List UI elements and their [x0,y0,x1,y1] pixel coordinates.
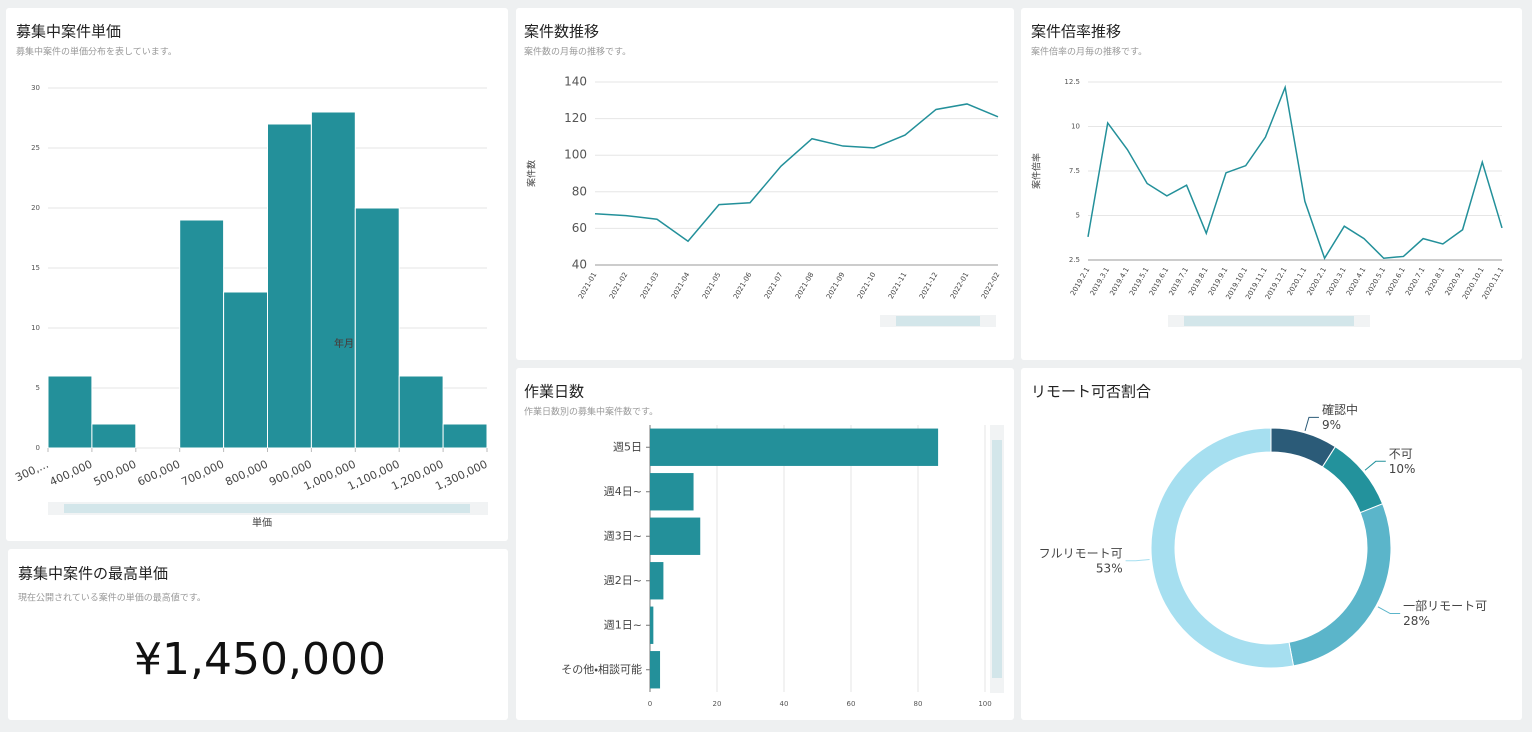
y-tick-label: 5 [1076,212,1080,220]
slice-label: 確認中 [1322,402,1358,417]
bar [650,428,939,466]
y-tick-label: 週1日~ [604,618,642,631]
scroll-handle[interactable] [992,440,1002,678]
y-tick-label: 2.5 [1069,256,1080,264]
bar [310,111,356,449]
panel [1021,368,1522,720]
y-tick-label: 30 [31,84,40,92]
y-tick-label: 週5日 [613,440,642,453]
y-tick-label: 20 [31,204,40,212]
x-axis-label: 単価 [252,516,272,529]
chart-title: 案件数推移 [524,23,599,41]
chart-subtitle: 案件数の月毎の推移です。 [524,46,631,58]
y-tick-label: 40 [572,258,587,272]
chart-subtitle: 募集中案件の単価分布を表しています。 [16,46,177,58]
x-tick-label: 60 [847,700,856,708]
kpi-subtitle: 現在公開されている案件の単価の最高値です。 [18,592,206,604]
y-tick-label: 7.5 [1069,167,1080,175]
x-axis-label: 年月 [334,337,354,350]
x-tick-label: 100 [978,700,991,708]
leader-line [1364,460,1386,471]
y-tick-label: 60 [572,221,587,235]
line [1087,84,1503,260]
bar [47,375,93,449]
zoom-handle[interactable] [64,504,470,513]
x-axis-label: 年月 [334,337,354,350]
y-tick-label: 15 [31,264,40,272]
y-tick-label: 12.5 [1064,78,1080,86]
bar [650,473,694,511]
slice-label: フルリモート可 [1039,546,1123,560]
x-tick-label: 80 [914,700,923,708]
x-tick-label: 20 [713,700,722,708]
zoom-handle[interactable] [896,316,980,326]
y-tick-label: その他・相談可能 [561,662,642,676]
chart-title: 募集中案件単価 [16,23,121,41]
donut-slice [1150,427,1295,669]
leader-line [1304,416,1319,431]
chart-title: リモート可否割合 [1031,383,1151,401]
slice-value: 28% [1403,614,1430,628]
kpi-title: 募集中案件の最高単価 [18,565,168,583]
leader-line [1125,558,1150,562]
slice-value: 10% [1389,462,1416,476]
bar [179,219,225,449]
bar [442,423,488,449]
slice-value: 53% [1096,561,1123,575]
bar [91,423,137,449]
y-tick-label: 80 [572,184,587,198]
bar [267,123,312,449]
zoom-handle[interactable] [1184,316,1354,326]
bar [223,291,269,449]
y-tick-label: 140 [564,75,587,89]
bar [650,606,654,644]
y-tick-label: 5 [36,384,40,392]
bar [354,207,400,449]
y-axis-label: 案件数 [526,160,538,187]
chart-title: 案件倍率推移 [1031,23,1121,41]
y-tick-label: 10 [31,324,40,332]
bar [398,375,444,449]
bar [650,517,701,555]
y-tick-label: 100 [564,148,587,162]
kpi-value: ¥1,450,000 [134,634,386,685]
y-tick-label: 120 [564,111,587,125]
chart-subtitle: 案件倍率の月毎の推移です。 [1031,46,1147,58]
y-tick-label: 0 [36,444,40,452]
panel [8,549,508,720]
y-tick-label: 週3日~ [604,529,642,542]
y-tick-label: 週4日~ [604,485,642,498]
y-axis-label: 案件倍率 [1031,153,1043,189]
slice-label: 不可 [1389,447,1413,461]
x-tick-label: 40 [780,700,789,708]
y-tick-label: 25 [31,144,40,152]
chart-subtitle: 作業日数別の募集中案件数です。 [524,406,658,418]
slice-label: 一部リモート可 [1403,599,1487,613]
x-tick-label: 0 [648,700,652,708]
line [594,103,999,243]
leader-line [1377,606,1401,615]
y-tick-label: 10 [1071,123,1080,131]
bar [650,562,664,600]
chart-title: 作業日数 [524,383,584,401]
panel [1021,8,1522,360]
slice-value: 9% [1322,418,1341,432]
y-tick-label: 週2日~ [604,574,642,587]
bar [650,651,661,689]
